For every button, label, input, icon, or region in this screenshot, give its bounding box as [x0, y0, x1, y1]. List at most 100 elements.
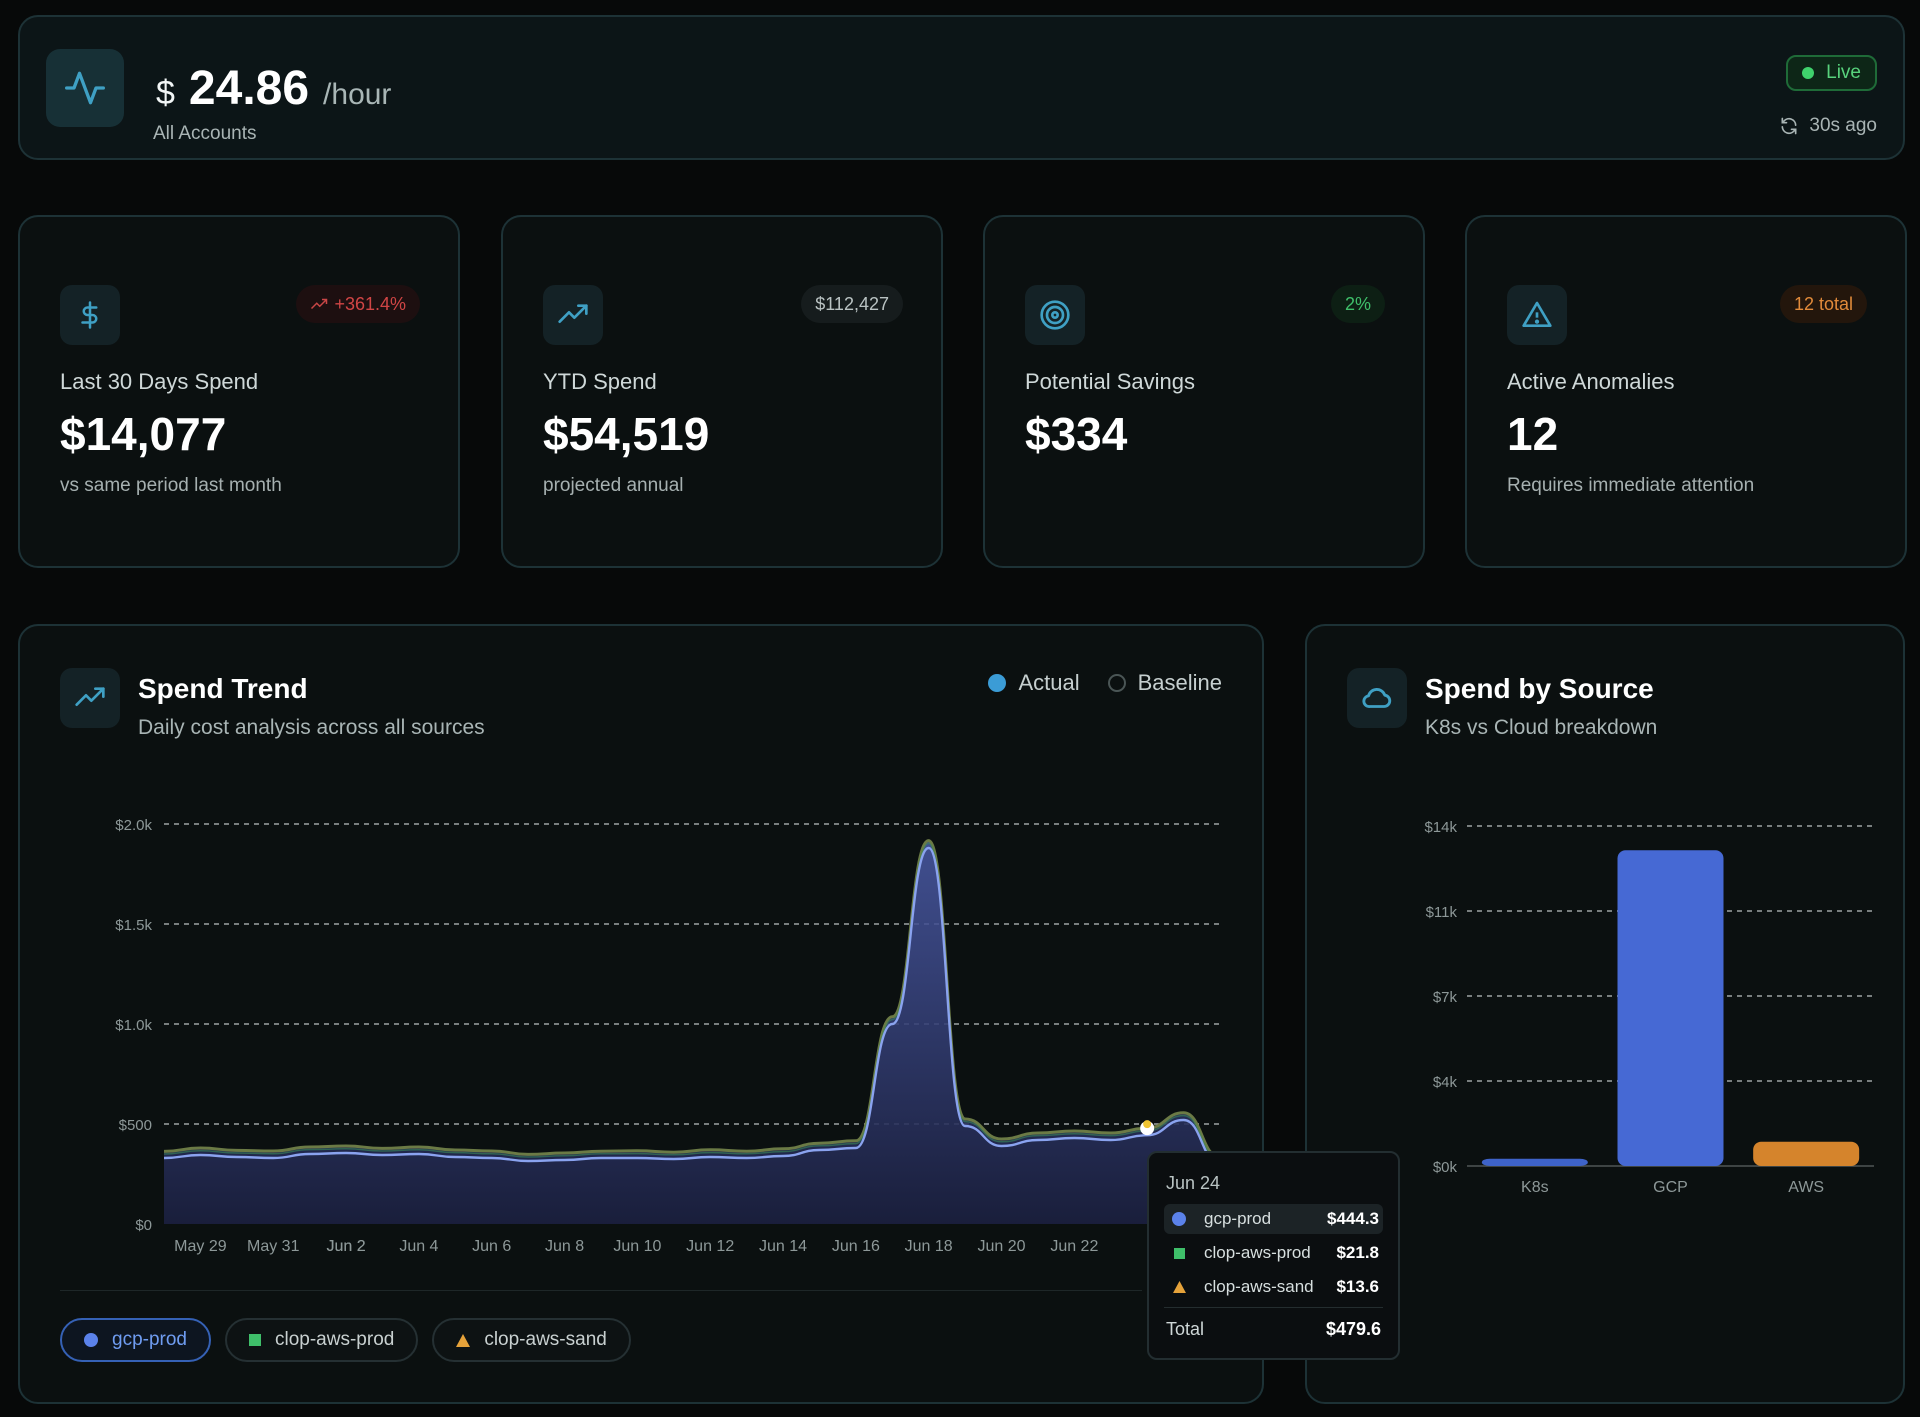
tooltip-series-value: $13.6: [1336, 1277, 1379, 1296]
hourly-rate: $ 24.86 /hour: [156, 61, 391, 116]
stat-subtext: projected annual: [543, 475, 684, 496]
tooltip-row-clop-aws-sand: clop-aws-sand $13.6: [1164, 1272, 1383, 1302]
tooltip-date: Jun 24: [1166, 1173, 1221, 1193]
x-tick-label: Jun 2: [326, 1238, 365, 1255]
spend-trend-chart[interactable]: $0 $500 $1.0k $1.5k $2.0k May 29 May 31 Jun 2 J…: [40, 796, 1240, 1266]
bar-k8s: [1481, 1158, 1588, 1166]
live-badge: Live: [1786, 55, 1877, 91]
x-tick-label: Jun 2: [326, 1238, 365, 1255]
panel-title: Spend Trend: [138, 673, 308, 704]
circle-icon: [84, 1333, 98, 1347]
square-icon: [1168, 1247, 1190, 1259]
refresh-status[interactable]: 30s ago: [1779, 115, 1877, 137]
bar-aws: [1753, 1141, 1860, 1166]
triangle-icon: [1168, 1281, 1190, 1293]
circle-icon: [1168, 1212, 1190, 1226]
chip-clop-aws-sand[interactable]: clop-aws-sand: [432, 1318, 631, 1362]
legend-actual-label: Actual: [1018, 670, 1080, 695]
x-tick-label: K8s: [1521, 1179, 1549, 1196]
legend-baseline-label: Baseline: [1137, 670, 1222, 695]
tooltip-divider: [1164, 1307, 1383, 1308]
warning-icon: [1507, 285, 1567, 345]
tooltip-series-name: gcp-prod: [1204, 1209, 1272, 1228]
chart-tooltip: Jun 24 gcp-prod $444.3 clop-aws-prod $21…: [1147, 1151, 1400, 1360]
tooltip-series-value: $444.3: [1327, 1209, 1379, 1228]
stat-value: $334: [1025, 408, 1128, 460]
baseline-dot-icon: [1107, 674, 1126, 692]
x-tick-label: Jun 22: [1050, 1238, 1098, 1255]
tooltip-total-label: Total: [1166, 1319, 1205, 1339]
y-tick-label: $4k: [1433, 1074, 1458, 1091]
stat-label: Last 30 Days Spend: [60, 369, 259, 394]
stat-subtext: vs same period last month: [60, 475, 282, 496]
y-tick-label: $0k: [1433, 1159, 1458, 1176]
refresh-icon: [1781, 117, 1797, 135]
chip-gcp-prod[interactable]: gcp-prod: [60, 1318, 211, 1362]
stat-card-ytd-spend[interactable]: $112,427 YTD Spend $54,519 projected ann…: [501, 215, 943, 568]
legend-baseline[interactable]: Baseline: [1107, 670, 1222, 696]
y-tick-label: $14k: [1424, 819, 1457, 836]
x-tick-label: Jun 4: [399, 1238, 438, 1255]
chart-legend: Actual Baseline: [988, 670, 1222, 696]
stat-value: $54,519: [543, 408, 710, 460]
square-icon: [249, 1334, 261, 1346]
x-tick-label: Jun 6: [472, 1238, 511, 1255]
tooltip-row-gcp-prod: gcp-prod $444.3: [1164, 1204, 1383, 1234]
y-tick-label: $7k: [1433, 989, 1458, 1006]
stat-label: Potential Savings: [1025, 369, 1195, 394]
stat-card-last-30-days[interactable]: +361.4% Last 30 Days Spend $14,077 vs sa…: [18, 215, 460, 568]
area-fill: [164, 840, 1220, 1224]
live-dot-icon: [1802, 67, 1815, 79]
chips-divider: [60, 1290, 1142, 1291]
stat-card-potential-savings[interactable]: 2% Potential Savings $334: [983, 215, 1425, 568]
y-tick-label: $2.0k: [115, 817, 152, 834]
x-tick-label: Jun 14: [759, 1238, 807, 1255]
y-tick-label: $500: [119, 1117, 152, 1134]
spend-trend-panel: Spend Trend Daily cost analysis across a…: [18, 624, 1264, 1404]
actual-dot-icon: [988, 674, 1007, 692]
stat-value: $14,077: [60, 408, 227, 460]
x-tick-label: GCP: [1653, 1179, 1688, 1196]
stat-label: YTD Spend: [543, 369, 657, 394]
tooltip-total: Total $479.6: [1166, 1319, 1381, 1340]
panel-subtitle: K8s vs Cloud breakdown: [1425, 716, 1658, 739]
triangle-icon: [456, 1333, 471, 1347]
target-icon: [1025, 285, 1085, 345]
x-tick-label: Jun 16: [832, 1238, 880, 1255]
panel-title: Spend by Source: [1425, 673, 1654, 704]
live-label: Live: [1826, 62, 1861, 83]
x-tick-label: May 31: [247, 1238, 300, 1255]
chip-clop-aws-prod[interactable]: clop-aws-prod: [225, 1318, 419, 1362]
tooltip-series-value: $21.8: [1336, 1243, 1379, 1262]
stat-card-active-anomalies[interactable]: 12 total Active Anomalies 12 Requires im…: [1465, 215, 1907, 568]
rate-unit: /hour: [323, 78, 392, 111]
x-tick-label: Jun 10: [613, 1238, 661, 1255]
x-tick-label: Jun 8: [545, 1238, 584, 1255]
anomaly-count-badge: 12 total: [1779, 285, 1867, 323]
trending-up-icon: [311, 298, 328, 310]
spend-by-source-chart[interactable]: $0k $4k $7k $11k $14k K8s GCP AWS: [1327, 786, 1887, 1226]
y-tick-label: $1.5k: [115, 917, 152, 934]
hover-point-aws-sand: [1143, 1120, 1152, 1129]
chip-label: clop-aws-sand: [484, 1329, 607, 1350]
y-tick-label: $0: [135, 1217, 152, 1234]
x-tick-label: Jun 12: [686, 1238, 734, 1255]
spend-by-source-panel: Spend by Source K8s vs Cloud breakdown $…: [1305, 624, 1905, 1404]
tooltip-row-clop-aws-prod: clop-aws-prod $21.8: [1164, 1238, 1383, 1268]
savings-badge: 2%: [1330, 285, 1385, 323]
change-badge-label: +361.4%: [334, 293, 406, 314]
x-tick-label: Jun 20: [977, 1238, 1025, 1255]
trending-up-icon: [543, 285, 603, 345]
x-tick-label: Jun 18: [905, 1238, 953, 1255]
series-filter-chips: gcp-prod clop-aws-prod clop-aws-sand: [60, 1318, 631, 1362]
x-tick-label: AWS: [1788, 1179, 1824, 1196]
account-scope: All Accounts: [153, 123, 257, 144]
stat-value: 12: [1507, 408, 1559, 460]
chip-label: gcp-prod: [112, 1329, 187, 1350]
tooltip-series-name: clop-aws-sand: [1204, 1277, 1314, 1296]
trending-up-icon: [60, 668, 120, 728]
series-line-gcp-prod: [163, 846, 1221, 1166]
updated-label: 30s ago: [1809, 115, 1877, 136]
stat-subtext: Requires immediate attention: [1507, 475, 1755, 496]
legend-actual[interactable]: Actual: [988, 670, 1080, 696]
